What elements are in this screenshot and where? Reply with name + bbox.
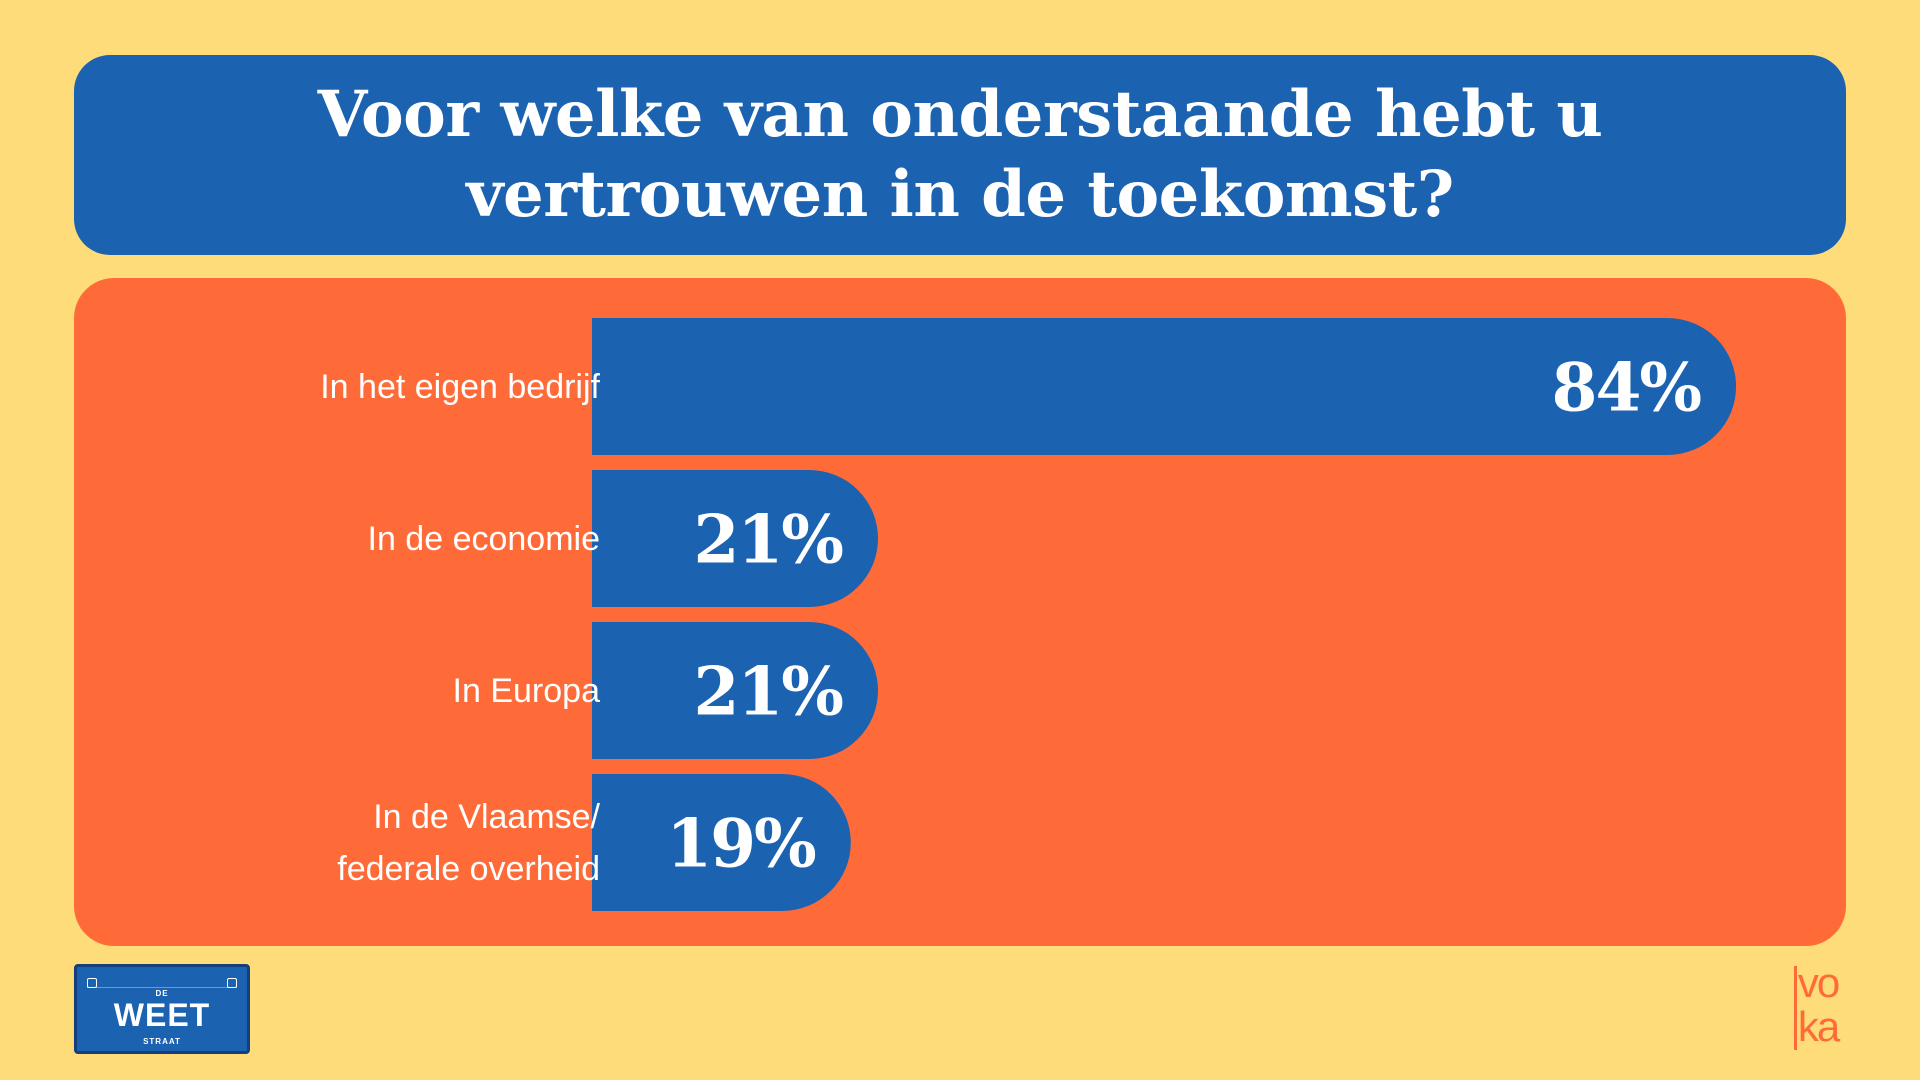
bar-value-label-3: 21%: [693, 653, 843, 731]
voka-logo-icon: vo ka: [1790, 962, 1846, 1052]
bar-3: [592, 622, 879, 759]
badge-top-text: DE: [155, 989, 169, 998]
bar-value-label-2: 21%: [693, 501, 843, 579]
badge-decor-line: [87, 975, 237, 988]
bar-chart: 84% 21% 21% 19%: [592, 318, 1737, 911]
chart-title: Voor welke van onderstaande hebt u vertr…: [317, 77, 1603, 232]
badge-right-icon: [227, 978, 237, 988]
chart-panel: 84% 21% 21% 19% In het eigen bedrijf In de e…: [74, 278, 1846, 946]
category-label-1: In het eigen bedrijf: [320, 367, 600, 406]
badge-main-text: WEET: [113, 997, 211, 1033]
logo-line-1: vo: [1797, 959, 1840, 1006]
bar-value-label-4: 19%: [666, 805, 816, 883]
weetstraat-badge: DE WEET STRAAT: [74, 964, 250, 1054]
bar-1: [592, 318, 1737, 455]
bar-4: [592, 774, 851, 911]
bar-2: [592, 470, 879, 607]
badge-left-icon: [87, 978, 97, 988]
bar-value-label-1: 84%: [1552, 349, 1702, 427]
badge-bottom-text: STRAAT: [143, 1037, 181, 1046]
category-label-3: In Europa: [452, 671, 600, 710]
logo-bar: [1794, 966, 1797, 1050]
category-label-4: In de Vlaamse/ federale overheid: [337, 797, 600, 888]
logo-line-2: ka: [1797, 1003, 1840, 1050]
title-banner: Voor welke van onderstaande hebt u vertr…: [74, 55, 1846, 255]
category-label-2: In de economie: [367, 519, 601, 558]
